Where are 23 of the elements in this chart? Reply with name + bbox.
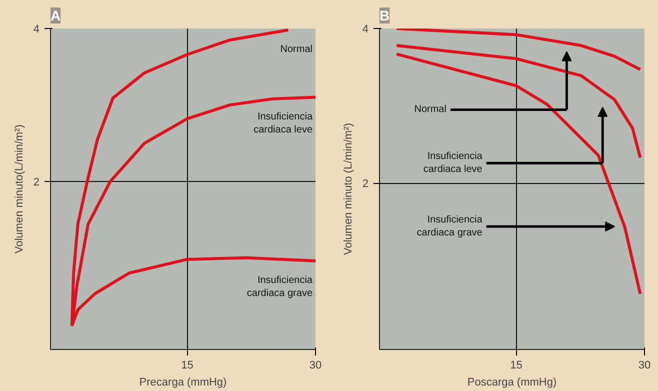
x-tick-label: 15: [510, 360, 522, 372]
line-series: [395, 52, 642, 296]
y-tick-label: 2: [362, 178, 369, 190]
x-tick-label: 30: [638, 360, 651, 372]
line-series: [395, 44, 642, 160]
x-axis-title: Precarga (mmHg): [139, 376, 227, 388]
annotation: Insuficiencia cardiaca grave: [416, 214, 483, 239]
y-tick-label: 4: [33, 24, 40, 36]
series-label: Insuficiencia cardiaca grave: [246, 274, 313, 300]
series-label: Insuficiencia cardiaca leve: [254, 111, 313, 136]
x-tick-label: 30: [309, 360, 322, 372]
chart-title: A: [50, 8, 61, 24]
x-tick-label: 15: [181, 360, 194, 372]
chart-title: B: [380, 8, 390, 24]
annotation: Insuficiencia cardiaca leve: [423, 150, 483, 176]
y-tick-label: 4: [362, 24, 369, 36]
line-series: [395, 28, 642, 71]
series-label: Normal: [280, 44, 313, 56]
y-axis-title: Volumen minuto(L/min/m²): [13, 124, 26, 254]
y-axis-title: Volumen minuto (L/min/m²): [342, 122, 354, 256]
x-axis-title: Poscarga (mmHg): [467, 376, 557, 388]
annotation: Normal: [414, 104, 446, 116]
y-tick-label: 2: [33, 176, 40, 188]
